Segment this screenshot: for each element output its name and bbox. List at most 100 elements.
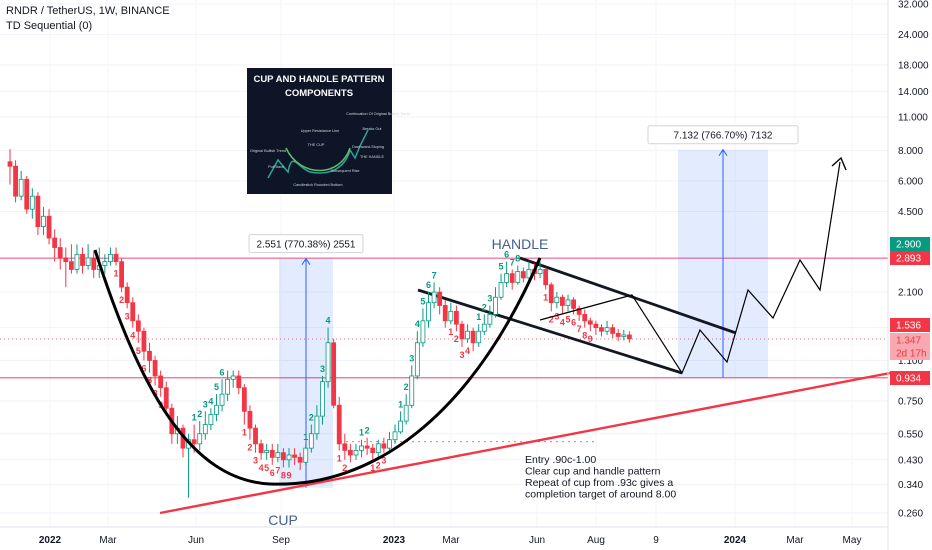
- td-count-label: 2: [482, 302, 487, 312]
- candle-body: [325, 342, 331, 383]
- td-count-label: 2: [342, 463, 347, 473]
- candle-body: [437, 291, 443, 306]
- td-count-label: 9: [286, 470, 291, 480]
- candle-body: [230, 375, 236, 380]
- candle-body: [68, 261, 74, 270]
- inset-image: CUP AND HANDLE PATTERN COMPONENTS Upper Re…: [247, 68, 410, 194]
- inset-label: THE HANDLE: [360, 155, 385, 159]
- td-count-label: 1: [337, 453, 342, 463]
- td-count-label: 6: [141, 363, 146, 373]
- td-count-label: 6: [270, 468, 275, 478]
- candle-body: [35, 195, 41, 227]
- candle-body: [119, 261, 124, 288]
- candle-body: [225, 378, 231, 395]
- time-tick-label: Jun: [529, 535, 545, 546]
- candle-body: [135, 320, 141, 332]
- td-count-label: 4: [560, 317, 565, 327]
- td-count-label: 1: [359, 428, 364, 438]
- td-count-label: 7: [432, 270, 437, 280]
- price-tag-label: 2.893: [896, 254, 921, 265]
- candle-body: [459, 323, 465, 340]
- td-count-label: 3: [125, 311, 130, 321]
- candle-body: [364, 445, 370, 449]
- measure-one-label: 2.551 (770.38%) 2551: [257, 240, 356, 251]
- inset-label: THE CUP: [308, 143, 325, 147]
- candle-body: [85, 257, 91, 266]
- price-tick-label: 14.000: [898, 87, 929, 98]
- price-tag: [890, 333, 930, 347]
- price-tag: [890, 251, 930, 265]
- candle-body: [152, 360, 158, 377]
- candle-body: [359, 445, 364, 451]
- candle-body: [610, 327, 616, 334]
- td-count-label: 2: [309, 413, 314, 423]
- td-count-label: 2: [549, 314, 554, 324]
- candle-body: [108, 253, 113, 263]
- price-tag-label: 2.900: [896, 240, 921, 251]
- candle-body: [113, 253, 119, 263]
- measure-one-arrowhead: [301, 257, 311, 265]
- candle-body: [409, 375, 415, 406]
- price-tick-label: 24.000: [898, 30, 929, 41]
- candle-body: [80, 253, 85, 266]
- candle-body: [297, 456, 303, 463]
- candle-body: [470, 330, 476, 344]
- td-count-label: 5: [214, 382, 219, 392]
- candle-body: [13, 165, 18, 197]
- td-count-label: 3: [554, 311, 559, 321]
- td-count-label: 8: [515, 253, 520, 263]
- td-count-label: 7: [147, 376, 152, 386]
- note-line: Entry .90c-1.00: [525, 454, 596, 466]
- td-count-label: 5: [420, 296, 425, 306]
- candle-body: [208, 414, 214, 425]
- td-count-label: 3: [459, 350, 464, 360]
- td-count-label: 3: [253, 456, 258, 466]
- candle-body: [599, 327, 604, 332]
- td-count-label: 2: [365, 426, 370, 436]
- price-tick-label: 4.500: [898, 207, 923, 218]
- candle-body: [336, 404, 342, 445]
- candle-body: [102, 261, 108, 266]
- candle-body: [219, 393, 225, 406]
- candle-body: [331, 342, 337, 406]
- candle-body: [46, 215, 52, 239]
- cup-curve: [93, 249, 542, 486]
- td-count-label: 5: [136, 346, 141, 356]
- price-tags: 2.900 2.893 1.536 1.347 2d 17h 0.934: [890, 237, 930, 385]
- td-count-label: 2: [247, 443, 252, 453]
- price-tag: [890, 318, 930, 332]
- candle-body: [615, 333, 621, 337]
- measure-two-label-box: [647, 125, 799, 145]
- inset-cup-curve: [285, 147, 351, 172]
- candle-body: [264, 449, 270, 454]
- candle-body: [253, 427, 258, 445]
- price-tag-label: 1.347: [896, 336, 921, 347]
- candle-body: [431, 291, 437, 304]
- time-tick-label: Mar: [442, 535, 460, 546]
- study-label: TD Sequential (0): [6, 20, 93, 32]
- candle-body: [197, 433, 203, 445]
- inset-label: Breaks Out: [363, 127, 383, 131]
- candle-body: [621, 334, 627, 337]
- pattern-drawings: [93, 156, 847, 486]
- price-tag-label: 0.934: [896, 374, 921, 385]
- candle-body: [214, 404, 219, 415]
- price-tick-label: 6.000: [898, 177, 923, 188]
- candle-body: [130, 302, 136, 322]
- candle-body: [626, 334, 632, 340]
- candle-body: [147, 350, 152, 361]
- support-trendline: [159, 371, 891, 515]
- td-count-label: 7: [577, 324, 582, 334]
- candle-body: [158, 375, 164, 389]
- candle-body: [604, 327, 610, 332]
- measure-boxes: 2.551 (770.38%) 2551 7.132 (766.70%) 7132: [248, 125, 799, 488]
- candle-body: [236, 375, 242, 389]
- price-tag: [890, 371, 930, 385]
- inset-label: Continuation Of Original Bullish Trend: [346, 112, 410, 116]
- candle-body: [29, 195, 35, 210]
- td-count-label: 7: [275, 465, 280, 475]
- candle-body: [41, 215, 46, 227]
- td-count-label: 3: [320, 364, 325, 374]
- td-count-label: 4: [326, 316, 331, 326]
